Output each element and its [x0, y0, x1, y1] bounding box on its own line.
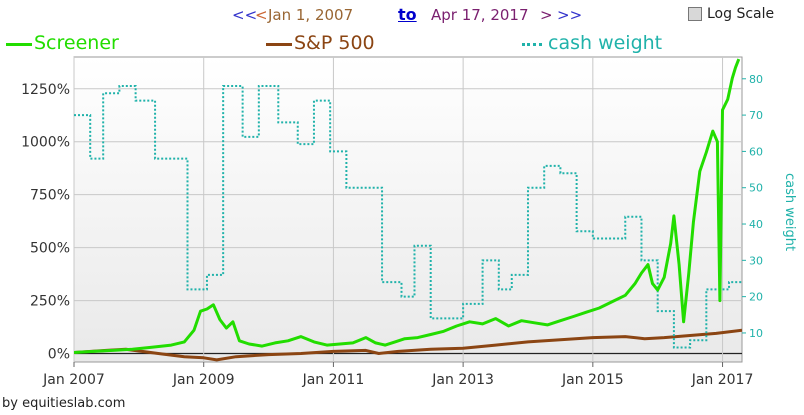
y2-tick-label: 50 [749, 182, 763, 195]
footer-credit: by equitieslab.com [2, 396, 126, 411]
y2-tick-label: 20 [749, 291, 763, 304]
to-link[interactable]: to [398, 5, 417, 24]
y-axis-left: 0% 250% 500% 750% 1000% 1250% [21, 82, 70, 363]
next-button[interactable]: > [540, 6, 553, 24]
series-layer [74, 58, 742, 362]
legend-label-cash-weight: cash weight [548, 32, 663, 54]
legend-label-sp500: S&P 500 [294, 32, 375, 54]
x-tick-label: Jan 2011 [302, 372, 365, 388]
y-tick-label: 1000% [21, 135, 70, 151]
log-scale-label: Log Scale [707, 6, 775, 22]
sp500-line [74, 328, 742, 362]
cash-weight-line [74, 85, 742, 349]
y-tick-label: 750% [30, 188, 70, 204]
log-scale-checkbox[interactable] [688, 7, 702, 21]
x-tick-label: Jan 2013 [431, 372, 494, 388]
y-tick-label: 500% [30, 241, 70, 257]
legend-sp500[interactable]: S&P 500 [266, 32, 396, 56]
screener-line [74, 58, 741, 354]
y-tick-label: 250% [30, 294, 70, 310]
y2-tick-label: 30 [749, 254, 763, 267]
legend-swatch-sp500 [266, 43, 292, 46]
x-tick-label: Jan 2015 [561, 372, 624, 388]
end-date[interactable]: Apr 17, 2017 [431, 6, 529, 24]
y2-tick-label: 70 [749, 109, 763, 122]
y-axis-right: 10 20 30 40 50 60 70 80 [742, 73, 763, 340]
y2-tick-label: 80 [749, 73, 763, 86]
y2-tick-label: 10 [749, 327, 763, 340]
start-date[interactable]: Jan 1, 2007 [268, 6, 354, 24]
x-tick-label: Jan 2009 [172, 372, 235, 388]
prev-button[interactable]: < [255, 6, 268, 24]
y2-axis-label: cash weight [782, 173, 797, 251]
legend-swatch-screener [6, 43, 32, 46]
y-tick-label: 0% [48, 347, 70, 363]
plot-area [73, 56, 743, 363]
x-tick-label: Jan 2007 [42, 372, 105, 388]
legend-label-screener: Screener [34, 32, 119, 54]
legend-swatch-cash-weight [522, 43, 542, 46]
x-tick-label: Jan 2017 [691, 372, 754, 388]
y2-tick-label: 40 [749, 218, 763, 231]
prev-fast-button[interactable]: << [232, 6, 258, 24]
legend-screener[interactable]: Screener [6, 32, 136, 56]
next-fast-button[interactable]: >> [557, 6, 583, 24]
legend-cash-weight[interactable]: cash weight [522, 32, 682, 56]
y-tick-label: 1250% [21, 82, 70, 98]
date-range-bar: << < Jan 1, 2007 to Apr 17, 2017 > >> Lo… [0, 0, 804, 32]
y2-tick-label: 60 [749, 145, 763, 158]
x-axis: Jan 2007 Jan 2009 Jan 2011 Jan 2013 Jan 2015… [42, 362, 753, 388]
